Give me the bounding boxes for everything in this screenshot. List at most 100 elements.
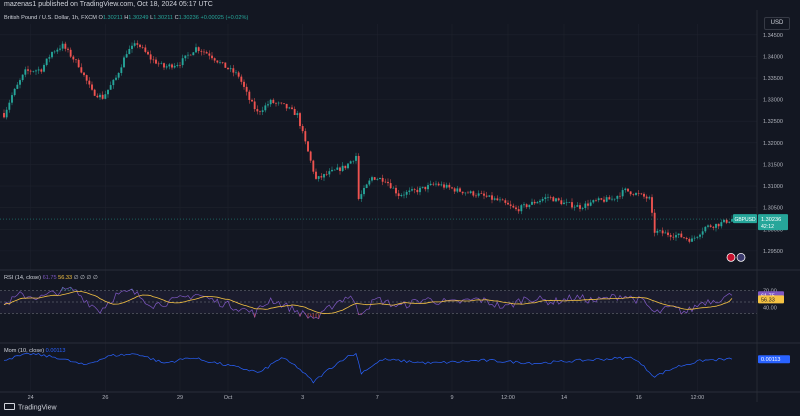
candle bbox=[168, 63, 171, 70]
candle-body bbox=[216, 60, 219, 63]
candle bbox=[264, 102, 267, 113]
candle-body bbox=[259, 111, 261, 112]
candle bbox=[304, 128, 307, 145]
candle-body bbox=[712, 226, 715, 228]
candle-body bbox=[125, 54, 128, 58]
candle-body bbox=[235, 72, 237, 74]
candle bbox=[104, 90, 107, 100]
candle-body bbox=[272, 99, 275, 103]
candle-body bbox=[653, 212, 656, 233]
candle-body bbox=[301, 126, 304, 132]
candle bbox=[704, 226, 707, 233]
candle bbox=[392, 186, 395, 189]
momentum-pane bbox=[3, 352, 733, 384]
candle bbox=[288, 106, 291, 110]
candle-body bbox=[557, 198, 560, 201]
candle bbox=[528, 204, 531, 210]
candle-body bbox=[99, 94, 101, 98]
candle bbox=[203, 49, 205, 56]
candle bbox=[501, 198, 504, 201]
candle bbox=[184, 55, 187, 62]
candle-body bbox=[27, 69, 29, 71]
candle bbox=[163, 62, 165, 71]
candle-body bbox=[131, 45, 133, 49]
candle bbox=[421, 186, 424, 189]
price-tick-label: 1.30000 bbox=[763, 227, 783, 233]
candle bbox=[669, 232, 672, 241]
candle bbox=[517, 205, 520, 214]
candle-body bbox=[331, 169, 333, 172]
candle bbox=[155, 57, 157, 65]
candle-body bbox=[643, 193, 645, 197]
candle bbox=[19, 78, 21, 89]
momentum-value: 0.00113 bbox=[45, 348, 66, 354]
candle bbox=[555, 197, 557, 203]
candle-body bbox=[24, 69, 27, 75]
time-tick-label: 3 bbox=[301, 395, 304, 401]
candle bbox=[301, 123, 304, 134]
candle-body bbox=[147, 51, 149, 55]
candle-body bbox=[536, 202, 539, 204]
candle bbox=[504, 198, 507, 206]
candle-body bbox=[187, 54, 189, 56]
candle-body bbox=[667, 232, 669, 236]
candle bbox=[448, 182, 451, 190]
candle-body bbox=[584, 203, 587, 208]
candle-body bbox=[171, 64, 173, 68]
candle-body bbox=[384, 181, 387, 183]
candle bbox=[317, 175, 320, 182]
candle bbox=[552, 196, 555, 202]
symbol-tag-label: GBPUSD bbox=[734, 217, 756, 223]
candle-body bbox=[133, 43, 136, 46]
currency-button[interactable]: USD bbox=[764, 17, 790, 30]
candle-body bbox=[656, 230, 659, 233]
candle bbox=[629, 191, 632, 197]
candle-body bbox=[355, 155, 357, 161]
candle-body bbox=[85, 75, 88, 81]
candle bbox=[709, 223, 712, 228]
candle bbox=[61, 41, 64, 52]
price-tick-label: 1.29500 bbox=[763, 249, 783, 255]
candle bbox=[488, 195, 491, 198]
candle-body bbox=[515, 207, 517, 210]
candle-body bbox=[445, 184, 448, 188]
candle-body bbox=[552, 197, 555, 202]
candle bbox=[592, 199, 595, 204]
candle bbox=[675, 231, 677, 241]
candle-body bbox=[421, 186, 424, 188]
candle-body bbox=[352, 160, 355, 162]
candle-body bbox=[77, 59, 80, 68]
tradingview-logo-icon bbox=[4, 403, 15, 410]
candle bbox=[571, 198, 573, 210]
candle bbox=[251, 98, 253, 102]
candle bbox=[496, 195, 499, 201]
candle bbox=[549, 195, 552, 200]
candle-body bbox=[96, 95, 99, 98]
candle bbox=[576, 202, 579, 207]
candle-body bbox=[323, 174, 325, 178]
candle bbox=[221, 61, 224, 65]
candle bbox=[16, 82, 19, 90]
candle bbox=[483, 190, 485, 200]
candle bbox=[85, 74, 88, 85]
candle bbox=[467, 190, 469, 194]
candle bbox=[512, 203, 515, 209]
candle-body bbox=[240, 76, 243, 82]
candle-body bbox=[11, 95, 13, 103]
candle bbox=[656, 228, 659, 236]
candle-body bbox=[451, 187, 453, 189]
candle-body bbox=[227, 67, 229, 70]
candle-body bbox=[587, 203, 589, 206]
candle bbox=[275, 102, 277, 107]
candle bbox=[659, 229, 661, 233]
tradingview-brand[interactable]: TradingView bbox=[4, 403, 57, 411]
candle-body bbox=[312, 160, 315, 172]
candle bbox=[112, 79, 115, 89]
candle bbox=[712, 226, 715, 231]
candle bbox=[387, 178, 389, 187]
candle-body bbox=[435, 183, 437, 185]
candle bbox=[29, 69, 32, 75]
candle-body bbox=[512, 205, 515, 208]
candle-body bbox=[544, 197, 547, 199]
